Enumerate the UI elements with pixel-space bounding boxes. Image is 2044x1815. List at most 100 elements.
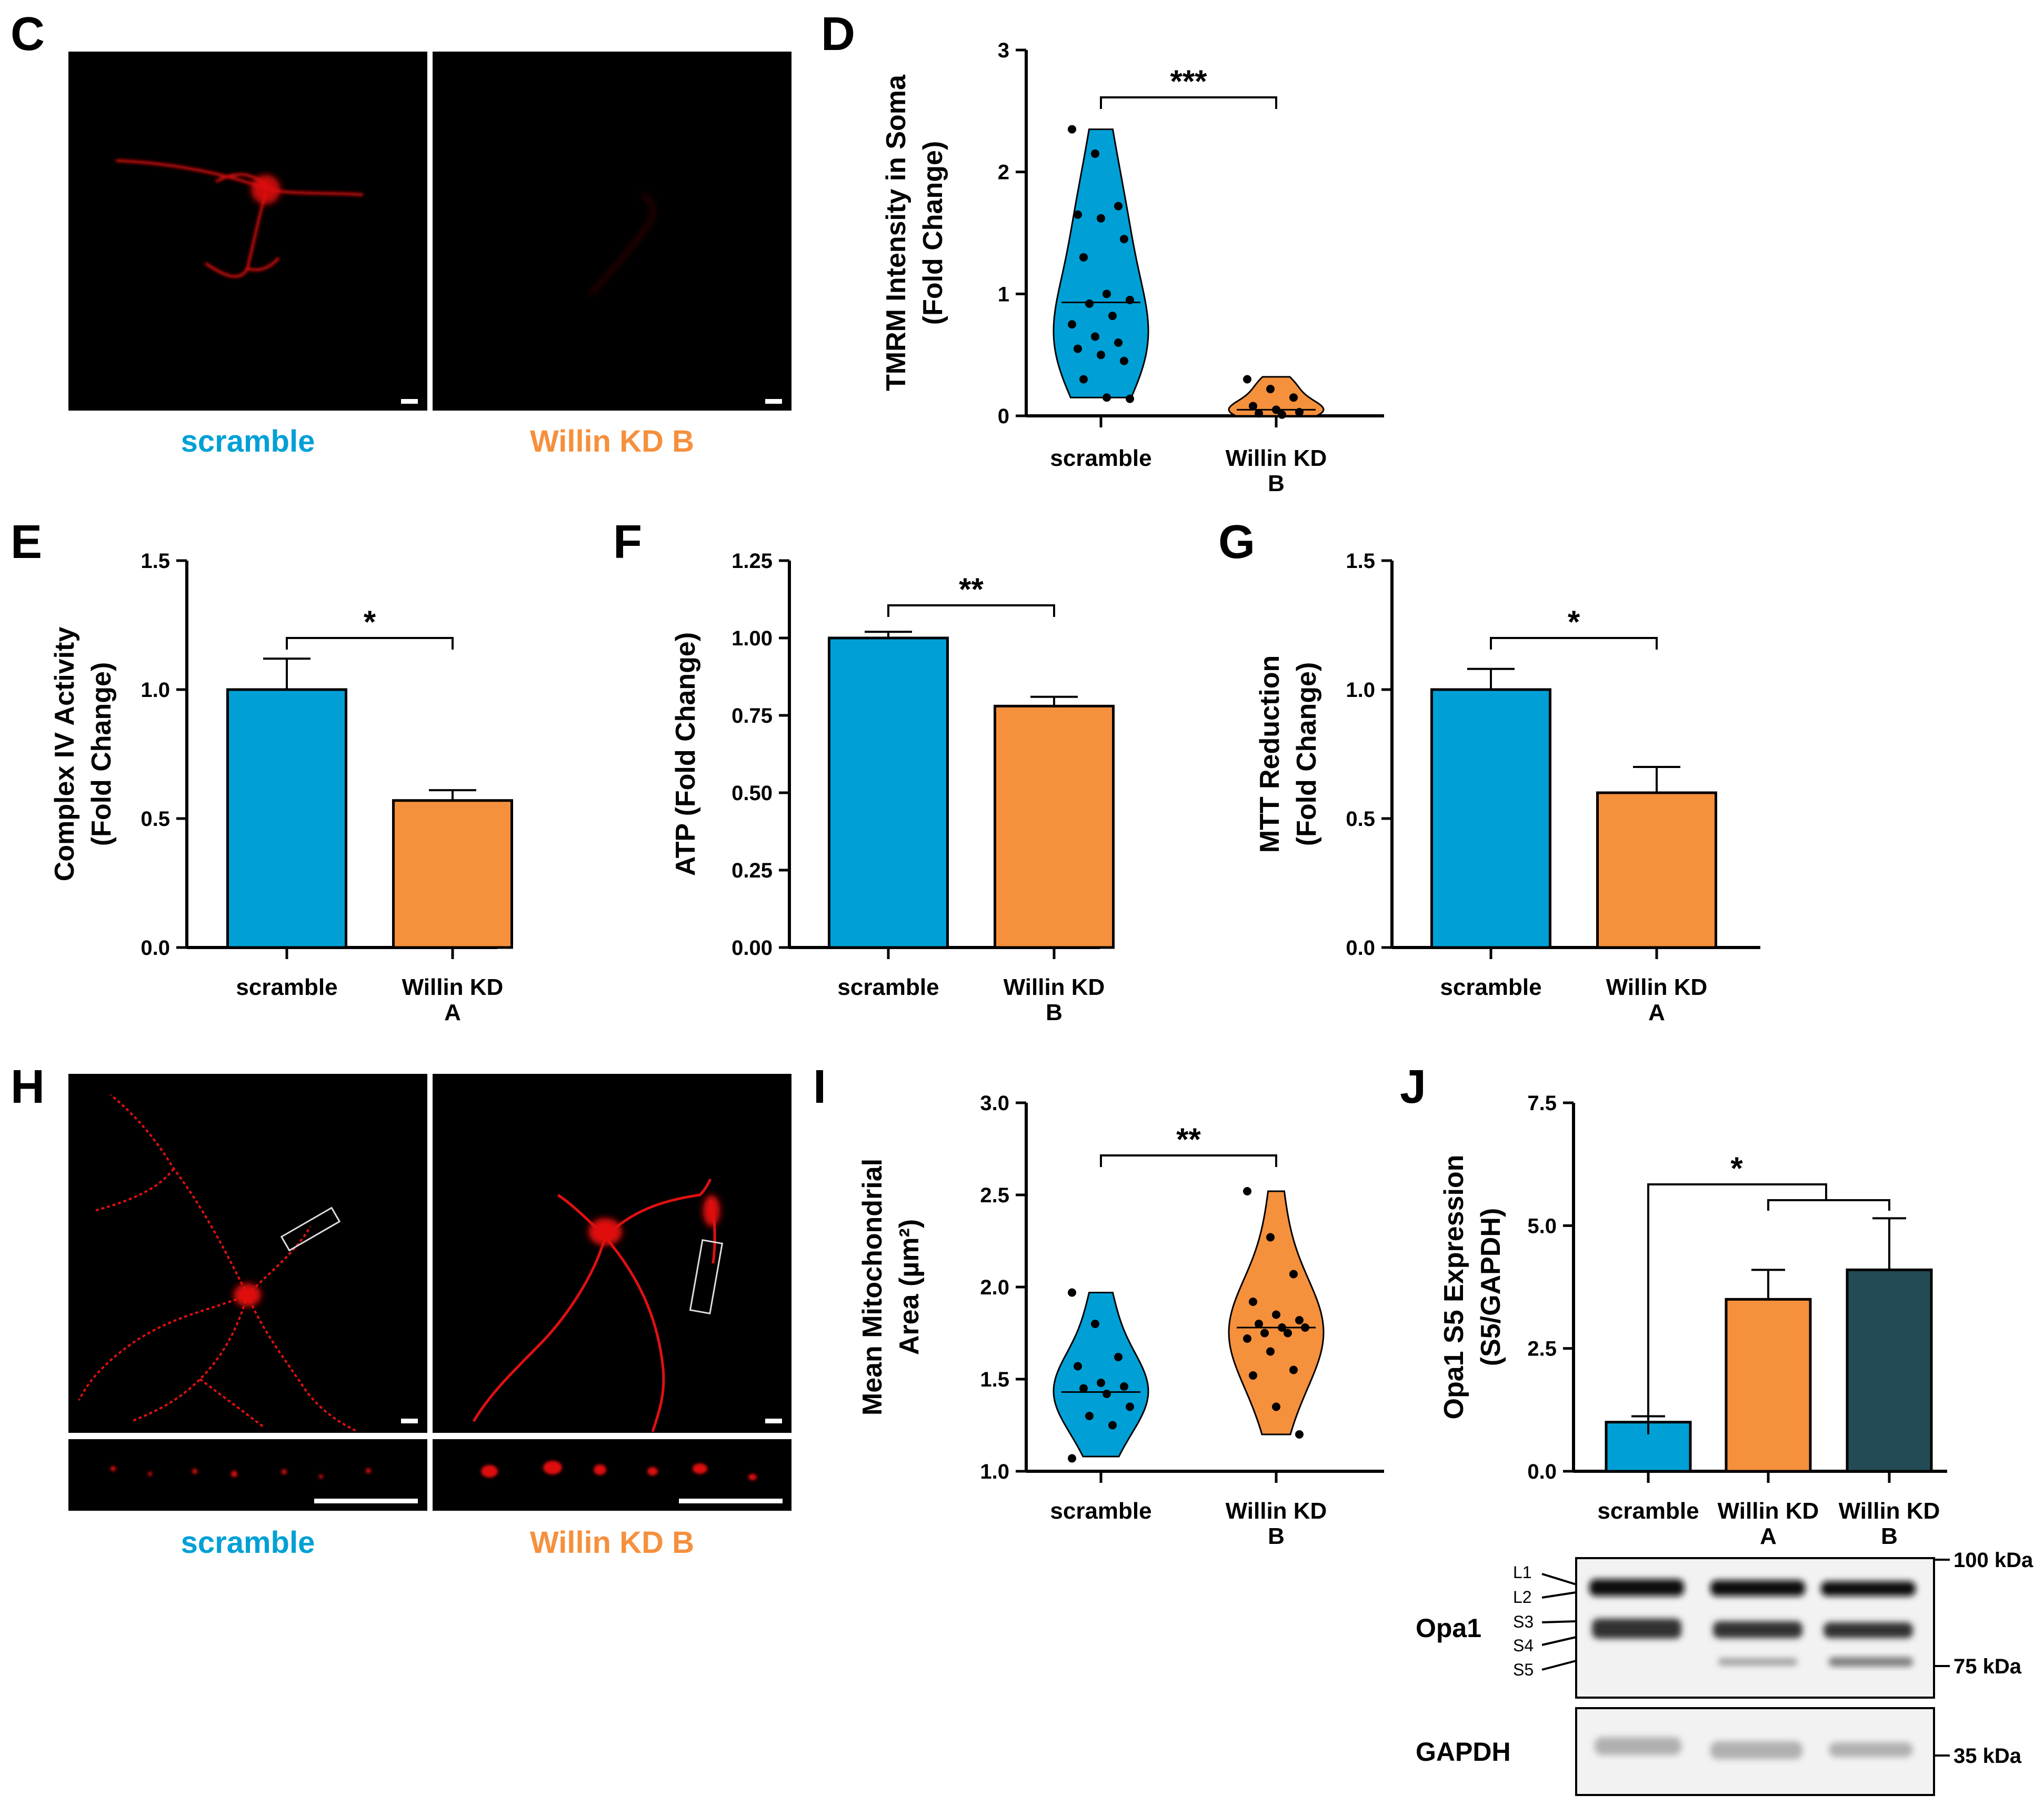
y-axis-label-line2: (Fold Change)	[86, 662, 117, 846]
data-point	[1126, 394, 1134, 403]
chart-d-tmrm-violin: 0 1 2 3 scramble Willin KDB TMRM Intensity in …	[881, 39, 1384, 496]
soma-h-scramble	[234, 1283, 261, 1307]
data-point	[1126, 1402, 1134, 1411]
significance-bracket	[1647, 1183, 1827, 1434]
data-point	[1085, 299, 1094, 308]
bar	[1725, 1298, 1812, 1473]
significance-label: *	[1730, 1151, 1743, 1186]
x-tick-label-line2: A	[1648, 1000, 1665, 1025]
data-point	[1255, 409, 1263, 418]
opa1-bands-s5	[1718, 1657, 1913, 1667]
band-leader-lines	[1541, 1573, 1577, 1671]
data-point	[1079, 375, 1088, 384]
data-point	[1295, 1316, 1304, 1324]
data-point	[1103, 290, 1111, 298]
significance-bracket	[286, 637, 454, 650]
y-axis-label: TMRM Intensity in Soma	[881, 74, 911, 391]
data-point	[1243, 375, 1251, 384]
data-point	[1266, 385, 1275, 394]
data-point	[1068, 125, 1076, 134]
significance-bracket	[1100, 96, 1277, 109]
data-point	[1074, 210, 1082, 219]
data-point	[1284, 1329, 1292, 1338]
data-point	[1114, 1353, 1123, 1361]
bar	[1596, 791, 1717, 949]
opa1-bands-short	[1592, 1619, 1913, 1639]
significance-label: **	[1176, 1122, 1201, 1157]
gapdh-bands	[1595, 1737, 1913, 1759]
x-tick-label: scramble	[1050, 445, 1151, 471]
bar	[226, 688, 347, 949]
neuron-c-willin	[588, 194, 654, 296]
soma-h-willin	[588, 1218, 622, 1245]
y-axis-label: ATP (Fold Change)	[670, 632, 701, 876]
data-point	[1079, 253, 1088, 262]
scale-bar-c-right	[765, 399, 782, 404]
chart-e-complex-iv-bar: 0.0 0.5 1.0 1.5 scramble Willin KDA Complex IV…	[49, 550, 513, 1025]
y-tick-label: 0.00	[732, 936, 773, 960]
y-tick-label: 2.0	[980, 1276, 1009, 1299]
y-tick-label: 1.0	[1346, 679, 1375, 702]
data-point	[1126, 295, 1134, 304]
data-point	[1243, 1187, 1251, 1195]
y-tick-label: 7.5	[1527, 1092, 1557, 1115]
y-tick-label: 3	[998, 39, 1009, 62]
blot-opa1-label: Opa1	[1416, 1613, 1481, 1643]
band-label-s5: S5	[1513, 1660, 1534, 1679]
panel-label-c: C	[11, 8, 45, 61]
micrograph-c-right-label: Willin KD B	[530, 424, 694, 458]
data-point	[1079, 1384, 1088, 1393]
bar	[1430, 688, 1551, 949]
micrograph-h-right-label: Willin KD B	[530, 1525, 694, 1560]
data-point	[1278, 1323, 1286, 1332]
y-tick-label: 0.0	[1527, 1460, 1557, 1483]
scale-bar-h-zoom-left	[314, 1499, 418, 1503]
y-tick-label: 0	[998, 405, 1009, 428]
y-tick-label: 1.0	[141, 679, 170, 702]
y-axis-label: Mean Mitochondrial	[857, 1159, 888, 1415]
data-point	[1295, 1430, 1304, 1439]
band-label-s3: S3	[1513, 1612, 1534, 1631]
y-tick-label: 1.5	[1346, 550, 1375, 573]
data-point	[1091, 1320, 1099, 1328]
data-point	[1108, 312, 1117, 321]
y-tick-label: 1.00	[732, 627, 773, 650]
micrograph-h-scramble	[68, 1074, 427, 1433]
x-tick-label: Willin KD	[402, 974, 504, 1000]
marker-100-kda: 100 kDa	[1953, 1549, 2033, 1572]
chart-g-mtt-bar: 0.0 0.5 1.0 1.5 scramble Willin KDA MTT Reduct…	[1255, 550, 1760, 1025]
scale-bar-h-zoom-right	[679, 1499, 783, 1503]
y-tick-label: 0.75	[732, 704, 773, 727]
blot-gapdh-label: GAPDH	[1416, 1737, 1511, 1767]
panel-label-d: D	[821, 8, 855, 61]
y-tick-label: 0.50	[732, 782, 773, 805]
data-point	[1068, 320, 1076, 329]
x-tick-label: Willin KD	[1606, 974, 1708, 1000]
chart-f-atp-bar: 0.00 0.25 0.50 0.75 1.00 1.25 scramble Willin K…	[670, 550, 1115, 1025]
data-point	[1120, 1382, 1128, 1391]
x-tick-label: Willin KD	[1004, 974, 1105, 1000]
zoom-h-scramble-puncta	[111, 1466, 371, 1479]
data-point	[1074, 344, 1082, 353]
y-tick-label: 0.5	[1346, 807, 1375, 831]
panel-label-i: I	[813, 1061, 826, 1113]
bar	[1605, 1421, 1692, 1473]
data-point	[1108, 1421, 1117, 1430]
data-point	[1272, 1310, 1280, 1319]
y-tick-label: 1.5	[141, 550, 170, 573]
panel-label-e: E	[11, 516, 42, 569]
micrograph-h-left-label: scramble	[181, 1525, 315, 1560]
zoom-h-willin-puncta	[481, 1461, 757, 1480]
data-point	[1097, 214, 1105, 223]
y-axis-label-line2: (S5/GAPDH)	[1476, 1208, 1506, 1366]
data-point	[1249, 1298, 1257, 1306]
y-axis-label-line2: (Fold Change)	[918, 141, 948, 325]
band-label-l2: L2	[1513, 1588, 1532, 1607]
data-point	[1074, 1362, 1082, 1371]
x-tick-label: scramble	[1050, 1498, 1151, 1524]
data-point	[1068, 1454, 1076, 1463]
x-tick-label: Willin KD	[1718, 1498, 1819, 1524]
data-point	[1249, 1371, 1257, 1380]
panel-label-g: G	[1218, 516, 1255, 569]
